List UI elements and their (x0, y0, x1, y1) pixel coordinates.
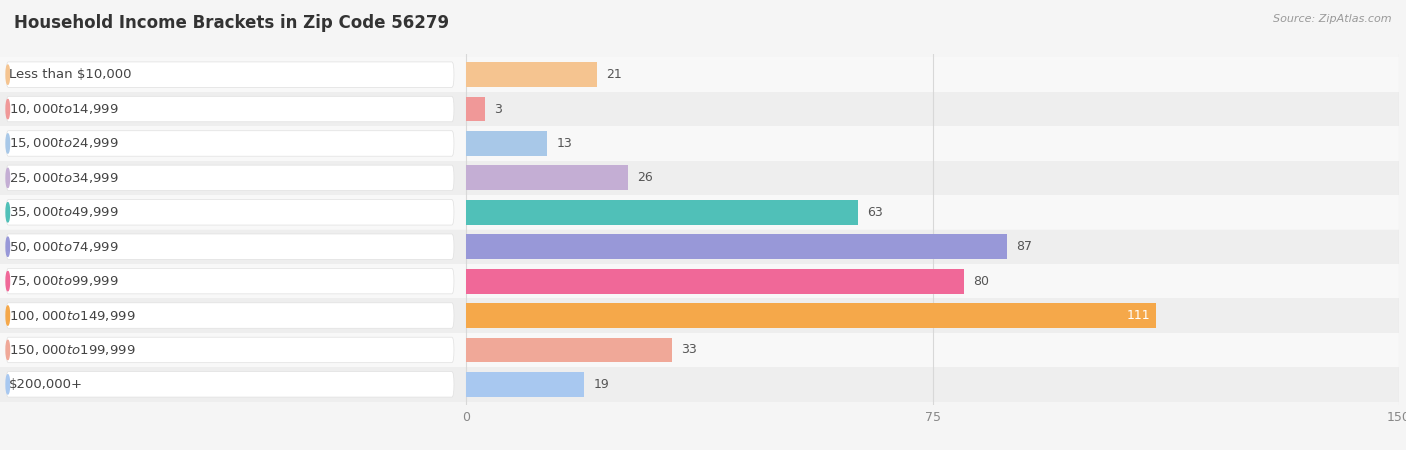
FancyBboxPatch shape (6, 165, 454, 191)
Text: $50,000 to $74,999: $50,000 to $74,999 (10, 240, 120, 254)
Text: $35,000 to $49,999: $35,000 to $49,999 (10, 205, 120, 219)
Circle shape (6, 306, 10, 325)
Bar (467, 372, 585, 397)
Bar (467, 131, 547, 156)
Bar (0, 264, 1399, 298)
FancyBboxPatch shape (6, 337, 454, 363)
Text: 21: 21 (606, 68, 621, 81)
Text: $150,000 to $199,999: $150,000 to $199,999 (10, 343, 136, 357)
Circle shape (6, 99, 10, 119)
Text: 111: 111 (1126, 309, 1150, 322)
Bar (0, 92, 1399, 126)
Text: 80: 80 (973, 274, 988, 288)
FancyBboxPatch shape (6, 372, 454, 397)
Text: $10,000 to $14,999: $10,000 to $14,999 (10, 102, 120, 116)
Text: Household Income Brackets in Zip Code 56279: Household Income Brackets in Zip Code 56… (14, 14, 449, 32)
FancyBboxPatch shape (6, 268, 454, 294)
FancyBboxPatch shape (6, 96, 454, 122)
FancyBboxPatch shape (6, 234, 454, 260)
Circle shape (6, 340, 10, 360)
Text: $200,000+: $200,000+ (10, 378, 83, 391)
Text: 63: 63 (868, 206, 883, 219)
Text: $25,000 to $34,999: $25,000 to $34,999 (10, 171, 120, 185)
Bar (0, 161, 1399, 195)
Circle shape (6, 237, 10, 256)
FancyBboxPatch shape (6, 199, 454, 225)
Bar (467, 166, 628, 190)
Text: 33: 33 (681, 343, 696, 356)
Bar (467, 200, 858, 225)
Text: $100,000 to $149,999: $100,000 to $149,999 (10, 309, 136, 323)
FancyBboxPatch shape (6, 303, 454, 328)
Bar (467, 338, 672, 362)
Text: Less than $10,000: Less than $10,000 (10, 68, 132, 81)
Circle shape (6, 375, 10, 394)
Bar (0, 195, 1399, 230)
Bar (0, 126, 1399, 161)
Bar (467, 97, 485, 122)
Text: Source: ZipAtlas.com: Source: ZipAtlas.com (1274, 14, 1392, 23)
Bar (467, 303, 1157, 328)
Bar (0, 333, 1399, 367)
Text: $15,000 to $24,999: $15,000 to $24,999 (10, 136, 120, 150)
Bar (0, 367, 1399, 401)
Text: $75,000 to $99,999: $75,000 to $99,999 (10, 274, 120, 288)
Text: 3: 3 (495, 103, 502, 116)
Circle shape (6, 271, 10, 291)
Text: 87: 87 (1017, 240, 1032, 253)
Bar (467, 234, 1007, 259)
Circle shape (6, 168, 10, 188)
Bar (0, 298, 1399, 333)
Bar (0, 230, 1399, 264)
FancyBboxPatch shape (6, 131, 454, 156)
Text: 13: 13 (557, 137, 572, 150)
Text: 19: 19 (593, 378, 610, 391)
Bar (467, 62, 598, 87)
Circle shape (6, 134, 10, 153)
Circle shape (6, 65, 10, 84)
Bar (467, 269, 963, 293)
Circle shape (6, 202, 10, 222)
Bar (0, 58, 1399, 92)
FancyBboxPatch shape (6, 62, 454, 87)
Text: 26: 26 (637, 171, 652, 184)
